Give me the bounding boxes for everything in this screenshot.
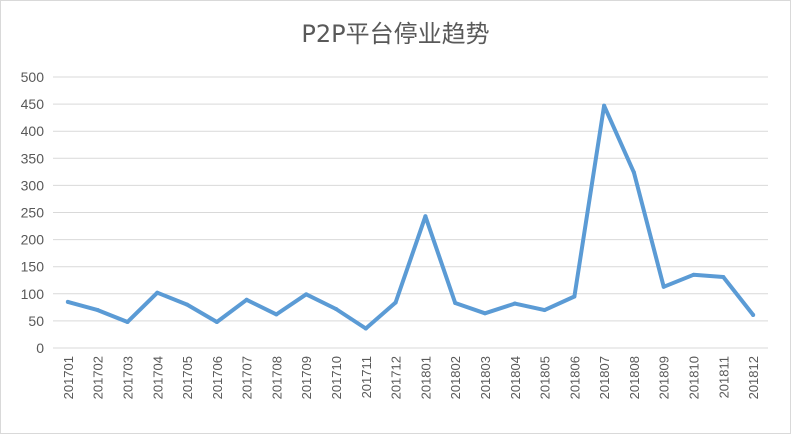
data-point [542,308,547,313]
x-tick-label: 201808 [627,356,642,399]
y-tick-label: 250 [21,205,45,221]
y-tick-label: 200 [21,232,45,248]
data-point [244,297,249,302]
y-tick-label: 150 [21,259,45,275]
y-axis-ticks: 0 50 100 150 200 250 300 350 400 450 500 [21,69,45,356]
x-tick-label: 201712 [389,356,404,399]
data-point [602,103,607,108]
series-line [65,103,756,331]
y-tick-label: 450 [21,96,45,112]
y-tick-label: 500 [21,69,45,85]
data-point [453,301,458,306]
y-tick-label: 100 [21,286,45,302]
data-point [482,311,487,316]
data-point [274,312,279,317]
data-point [185,302,190,307]
data-point [721,274,726,279]
data-point [691,272,696,277]
y-tick-label: 400 [21,123,45,139]
x-tick-label: 201806 [567,356,582,399]
data-point [95,308,100,313]
x-tick-label: 201707 [240,356,255,399]
x-tick-label: 201711 [359,356,374,398]
x-tick-label: 201710 [329,356,344,399]
x-tick-label: 201805 [538,356,553,399]
data-point [334,306,339,311]
x-tick-label: 201704 [150,356,165,399]
y-tick-label: 0 [36,340,44,356]
data-point [423,214,428,219]
x-tick-label: 201706 [210,356,225,399]
x-tick-label: 201811 [716,356,731,398]
data-point [363,326,368,331]
data-point [512,301,517,306]
data-point [304,292,309,297]
gridlines [53,76,768,349]
data-point [751,312,756,317]
x-tick-label: 201804 [508,356,523,399]
x-tick-label: 201801 [418,356,433,399]
data-point [65,299,70,304]
x-tick-label: 201708 [269,356,284,399]
x-tick-label: 201709 [299,356,314,399]
data-point [393,300,398,305]
y-tick-label: 300 [21,177,45,193]
x-tick-label: 201809 [657,356,672,399]
chart-title: P2P平台停业趋势 [301,20,490,48]
x-tick-label: 201802 [448,356,463,399]
x-tick-label: 201702 [91,356,106,399]
data-point [125,319,130,324]
x-tick-label: 201803 [478,356,493,399]
series-group [65,103,756,331]
data-point [661,284,666,289]
x-tick-label: 201807 [597,356,612,399]
y-tick-label: 350 [21,150,45,166]
data-point [572,294,577,299]
y-tick-label: 50 [28,313,44,329]
x-tick-label: 201705 [180,356,195,399]
data-point [155,290,160,295]
x-tick-label: 201812 [746,356,761,399]
x-tick-label: 201701 [61,356,76,399]
x-tick-label: 201703 [120,356,135,399]
data-point [214,319,219,324]
data-point [631,170,636,175]
x-axis-ticks: 201701 201702 201703 201704 201705 201706 2017… [61,356,761,399]
x-tick-label: 201810 [687,356,702,399]
